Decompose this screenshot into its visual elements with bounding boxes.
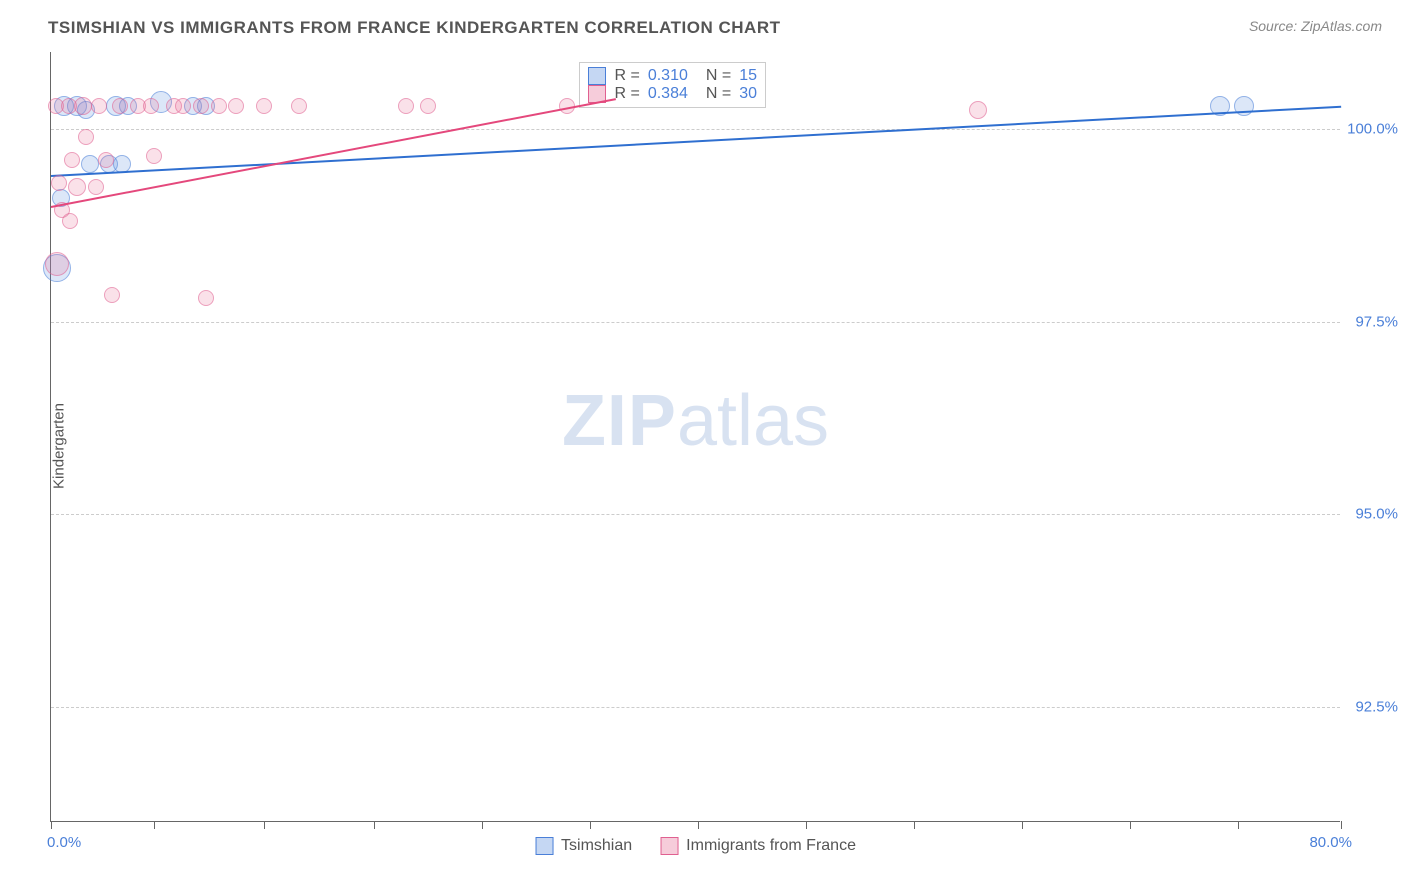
data-point bbox=[198, 290, 214, 306]
data-point bbox=[398, 98, 414, 114]
gridline bbox=[51, 129, 1340, 130]
plot-area: ZIPatlas R = 0.310 N = 15 R = 0.384 N = … bbox=[50, 52, 1340, 822]
trend-line bbox=[51, 106, 1341, 177]
x-tick bbox=[51, 821, 52, 829]
stat-n-value-2: 30 bbox=[739, 85, 757, 103]
data-point bbox=[175, 98, 191, 114]
stat-n-value-1: 15 bbox=[739, 67, 757, 85]
data-point bbox=[146, 148, 162, 164]
gridline bbox=[51, 322, 1340, 323]
legend-swatch-1 bbox=[535, 837, 553, 855]
x-tick bbox=[482, 821, 483, 829]
data-point bbox=[78, 129, 94, 145]
data-point bbox=[62, 213, 78, 229]
data-point bbox=[228, 98, 244, 114]
gridline bbox=[51, 707, 1340, 708]
x-tick bbox=[698, 821, 699, 829]
watermark-light: atlas bbox=[677, 381, 829, 461]
stat-r-label-1: R = bbox=[614, 67, 639, 85]
x-tick bbox=[374, 821, 375, 829]
data-point bbox=[98, 152, 114, 168]
x-tick bbox=[154, 821, 155, 829]
y-tick-label: 95.0% bbox=[1355, 506, 1398, 523]
y-tick-label: 92.5% bbox=[1355, 698, 1398, 715]
x-tick bbox=[264, 821, 265, 829]
legend-swatch-2 bbox=[660, 837, 678, 855]
stat-r-label-2: R = bbox=[614, 85, 639, 103]
data-point bbox=[211, 98, 227, 114]
stat-n-label-2: N = bbox=[706, 85, 731, 103]
data-point bbox=[193, 98, 209, 114]
y-tick-label: 100.0% bbox=[1347, 121, 1398, 138]
data-point bbox=[143, 98, 159, 114]
stat-r-value-1: 0.310 bbox=[648, 67, 688, 85]
stat-n-label-1: N = bbox=[706, 67, 731, 85]
source-attribution: Source: ZipAtlas.com bbox=[1249, 18, 1382, 34]
x-tick bbox=[1238, 821, 1239, 829]
data-point bbox=[104, 287, 120, 303]
legend-label-2: Immigrants from France bbox=[686, 837, 856, 855]
x-axis-min-label: 0.0% bbox=[47, 834, 81, 851]
data-point bbox=[256, 98, 272, 114]
x-tick bbox=[914, 821, 915, 829]
data-point bbox=[45, 252, 69, 276]
y-tick-label: 97.5% bbox=[1355, 313, 1398, 330]
data-point bbox=[74, 97, 92, 115]
data-point bbox=[112, 98, 128, 114]
data-point bbox=[51, 175, 67, 191]
stats-row-1: R = 0.310 N = 15 bbox=[588, 67, 757, 85]
data-point bbox=[420, 98, 436, 114]
x-tick bbox=[1022, 821, 1023, 829]
x-tick bbox=[806, 821, 807, 829]
data-point bbox=[68, 178, 86, 196]
data-point bbox=[88, 179, 104, 195]
chart-title: TSIMSHIAN VS IMMIGRANTS FROM FRANCE KIND… bbox=[48, 18, 781, 38]
legend-item-1: Tsimshian bbox=[535, 837, 632, 855]
data-point bbox=[81, 155, 99, 173]
watermark-bold: ZIP bbox=[562, 381, 677, 461]
x-tick bbox=[1130, 821, 1131, 829]
data-point bbox=[91, 98, 107, 114]
x-tick bbox=[590, 821, 591, 829]
x-axis-max-label: 80.0% bbox=[1309, 834, 1352, 851]
swatch-series-1 bbox=[588, 67, 606, 85]
legend-label-1: Tsimshian bbox=[561, 837, 632, 855]
data-point bbox=[969, 101, 987, 119]
legend-item-2: Immigrants from France bbox=[660, 837, 856, 855]
stat-r-value-2: 0.384 bbox=[648, 85, 688, 103]
gridline bbox=[51, 514, 1340, 515]
data-point bbox=[64, 152, 80, 168]
legend: Tsimshian Immigrants from France bbox=[535, 837, 856, 855]
x-tick bbox=[1341, 821, 1342, 829]
trend-line bbox=[51, 98, 616, 208]
data-point bbox=[291, 98, 307, 114]
watermark: ZIPatlas bbox=[562, 380, 829, 462]
